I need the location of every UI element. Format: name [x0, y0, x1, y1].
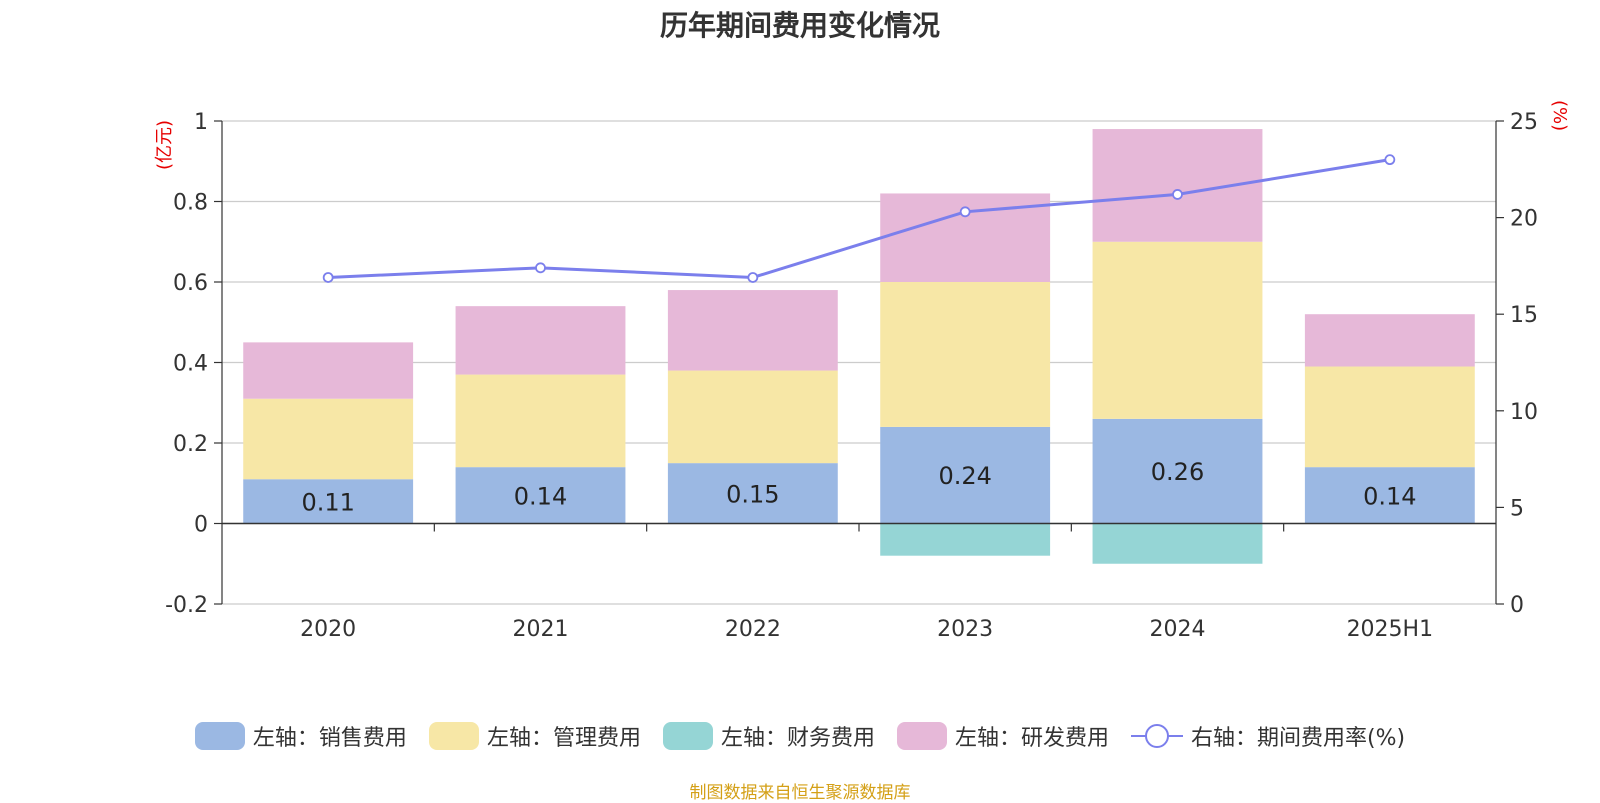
legend-item-admin[interactable]: 左轴：管理费用 [428, 720, 641, 752]
chart-title: 历年期间费用变化情况 [659, 9, 940, 42]
rate-point [1384, 154, 1396, 166]
bar-rd [667, 290, 838, 371]
bar-sales [1304, 467, 1475, 524]
legend-swatch [662, 722, 713, 750]
left-tick-label: 0.8 [173, 191, 208, 216]
right-tick-label: 5 [1510, 496, 1524, 521]
legend-swatch [194, 722, 245, 750]
legend-label: 左轴：财务费用 [720, 726, 875, 751]
legend-swatch [428, 722, 479, 750]
bar-admin [1304, 366, 1475, 468]
rate-line [328, 158, 1391, 280]
right-tick-label: 0 [1510, 593, 1524, 618]
rate-point [747, 272, 759, 283]
category-label: 2025H1 [1347, 617, 1434, 642]
legend-label: 左轴：销售费用 [252, 726, 407, 751]
right-tick-label: 25 [1510, 110, 1538, 135]
bar-admin [243, 398, 414, 480]
bar-rd [1304, 314, 1475, 367]
category-label: 2023 [937, 617, 993, 642]
bar-value-label: 0.11 [301, 488, 354, 516]
bar-sales [243, 479, 414, 524]
category-label: 2024 [1150, 617, 1206, 642]
bar-value-label: 0.15 [726, 480, 779, 508]
chart-legend: 左轴：销售费用 左轴：管理费用 左轴：财务费用 左轴：研发费用 右轴：期间费用率(%) [0, 720, 1600, 752]
right-tick-label: 10 [1510, 400, 1538, 425]
rate-point [535, 262, 546, 274]
bar-rd [243, 342, 414, 399]
bar-finance [880, 523, 1051, 556]
bar-admin [1092, 241, 1263, 419]
bar-admin [455, 374, 626, 468]
rate-point [959, 206, 971, 218]
bar-value-label: 0.24 [938, 462, 991, 490]
legend-swatch [896, 722, 947, 750]
left-tick-label: 0.2 [173, 432, 208, 457]
legend-label: 左轴：研发费用 [954, 726, 1109, 751]
left-tick-label: 0.4 [173, 352, 208, 377]
bar-value-label: 0.26 [1151, 458, 1204, 486]
legend-line-marker-icon [1130, 722, 1183, 750]
rate-point [322, 272, 334, 283]
legend-label: 右轴：期间费用率(%) [1190, 726, 1406, 751]
left-tick-label: 0 [194, 513, 208, 538]
bar-value-label: 0.14 [514, 482, 567, 510]
bar-sales [667, 463, 838, 524]
legend-item-sales[interactable]: 左轴：销售费用 [194, 720, 407, 752]
bar-finance [1092, 523, 1263, 564]
left-tick-label: -0.2 [165, 593, 208, 618]
legend-item-finance[interactable]: 左轴：财务费用 [662, 720, 875, 752]
bar-rd [455, 306, 626, 375]
bar-admin [880, 282, 1051, 427]
legend-item-rate_line[interactable]: 右轴：期间费用率(%) [1130, 720, 1406, 752]
left-tick-label: 0.6 [173, 271, 208, 296]
bar-sales [455, 467, 626, 524]
legend-item-rd[interactable]: 左轴：研发费用 [896, 720, 1109, 752]
category-label: 2020 [300, 617, 356, 642]
rate-point [1172, 189, 1183, 200]
data-source: 制图数据来自恒生聚源数据库 [689, 783, 911, 803]
bar-sales [880, 426, 1051, 524]
left-tick-label: 1 [194, 110, 208, 135]
category-label: 2022 [725, 617, 781, 642]
bar-value-label: 0.14 [1363, 482, 1416, 510]
category-label: 2021 [513, 617, 569, 642]
legend-label: 左轴：管理费用 [486, 726, 641, 751]
bar-sales [1092, 418, 1263, 524]
right-tick-label: 20 [1510, 207, 1538, 232]
bar-admin [667, 370, 838, 464]
right-tick-label: 15 [1510, 303, 1538, 328]
